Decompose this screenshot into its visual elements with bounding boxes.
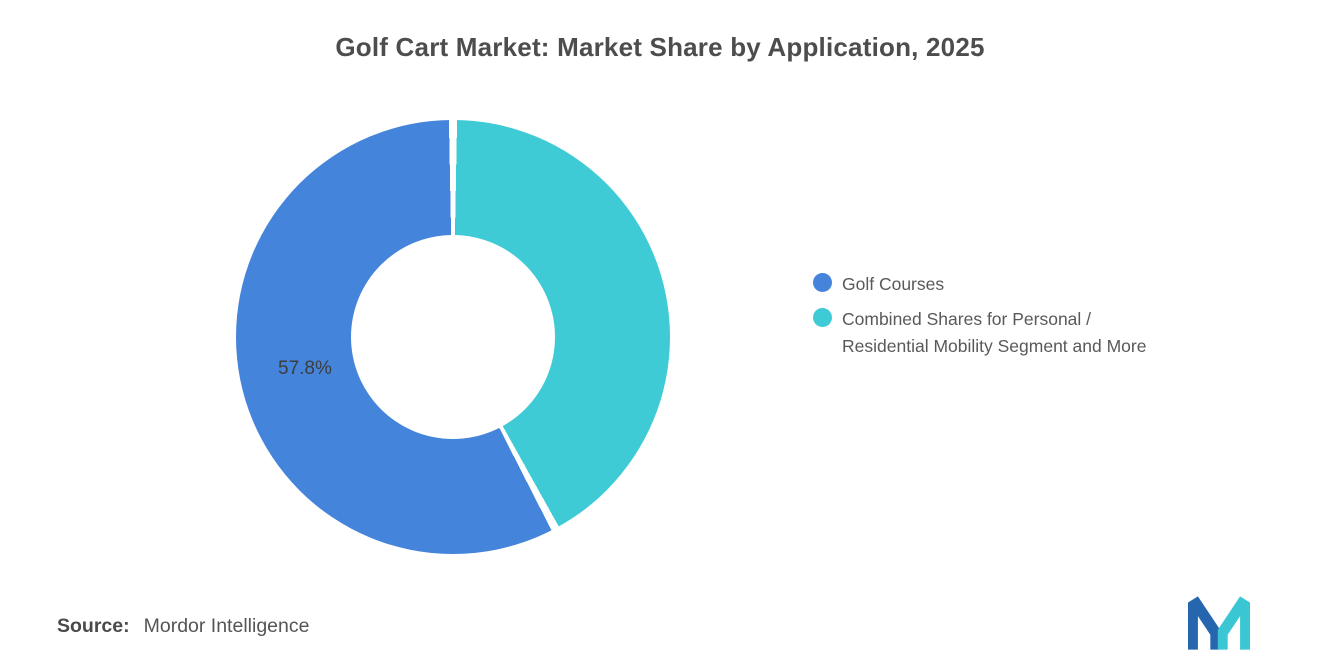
legend-marker [813,273,832,292]
source-value: Mordor Intelligence [143,615,310,637]
legend-label: Golf Courses [842,274,945,294]
logo-right-shape [1217,596,1250,650]
slice-value-label: 57.8% [278,358,332,379]
source-line: Source: Mordor Intelligence [57,615,309,638]
donut-chart: 57.8% [236,120,670,554]
source-label: Source: [57,615,130,637]
legend-marker [813,308,832,328]
donut-hole [351,235,555,439]
chart-title: Golf Cart Market: Market Share by Applic… [335,32,985,62]
logo-left-shape [1188,596,1221,650]
legend-item: Combined Shares for Personal / Residenti… [813,306,1146,360]
legend: Golf Courses Combined Shares for Personal… [813,271,1146,360]
mordor-intelligence-logo [1188,596,1250,650]
legend-label: Combined Shares for Personal / Residenti… [842,309,1147,357]
legend-item: Golf Courses [813,271,1146,298]
